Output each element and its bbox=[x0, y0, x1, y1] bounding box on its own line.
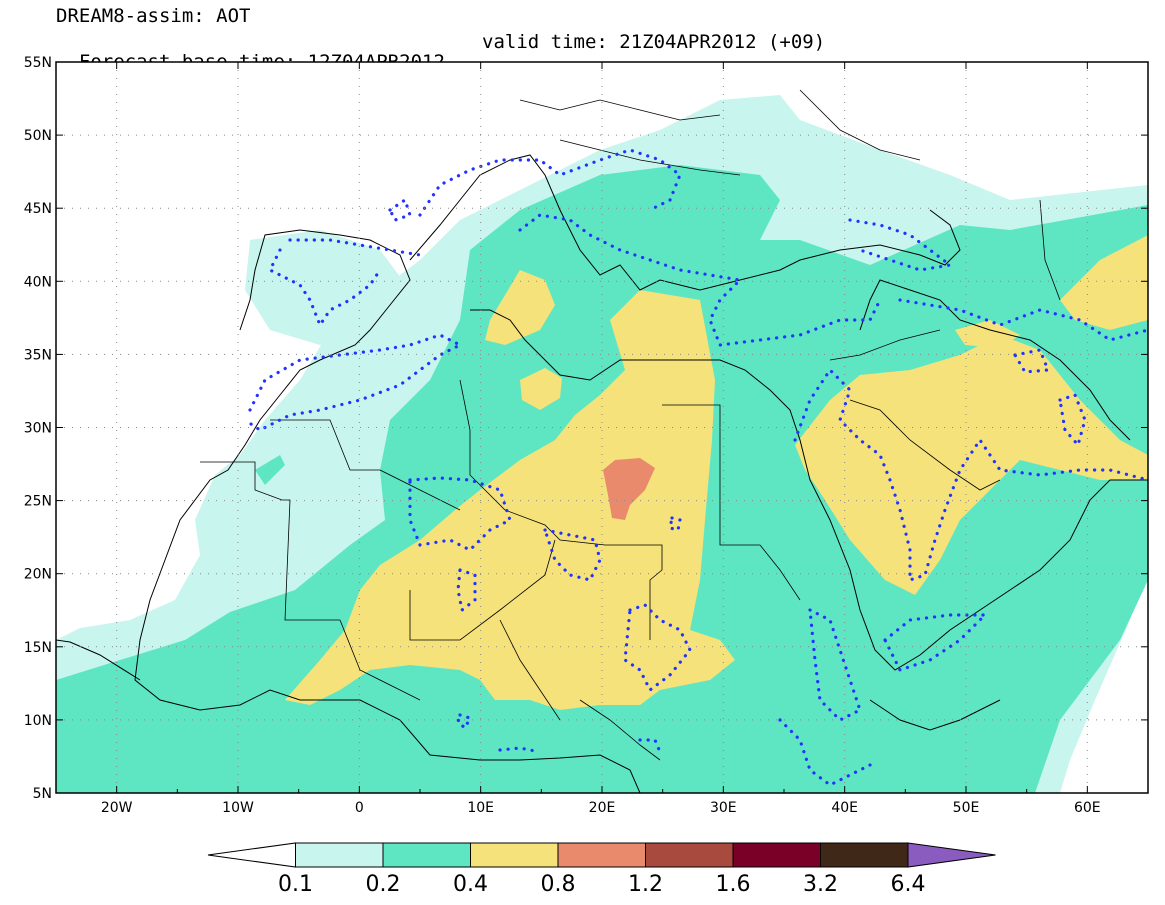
colorbar-label: 1.6 bbox=[716, 872, 751, 897]
colorbar-segment bbox=[470, 842, 559, 868]
lat-label: 20N bbox=[24, 567, 52, 583]
map-title: DREAM8-assim: AOT bbox=[56, 5, 251, 27]
lat-label: 15N bbox=[24, 640, 52, 656]
lat-label: 30N bbox=[24, 421, 52, 437]
aot-band-0.4-0.8 bbox=[285, 290, 735, 710]
coastlines bbox=[56, 154, 1148, 793]
valid-time: valid time: 21Z04APR2012 (+09) bbox=[482, 31, 826, 53]
colorbar: 0.1 0.2 0.4 0.8 1.2 1.6 3.2 6.4 bbox=[207, 842, 996, 897]
lon-label: 20E bbox=[589, 800, 616, 816]
colorbar-segment bbox=[382, 842, 471, 868]
colorbar-label: 6.4 bbox=[891, 872, 926, 897]
colorbar-label: 0.4 bbox=[453, 872, 488, 897]
lon-label: 0 bbox=[355, 800, 364, 816]
colorbar-label: 0.2 bbox=[366, 872, 401, 897]
aot-band-0.2-0.4-west bbox=[255, 455, 285, 485]
colorbar-label: 0.1 bbox=[278, 872, 313, 897]
axis-ticks: 55N 50N 45N 40N 35N 30N 25N 20N 15N 10N 5N 20W 10W 0 1… bbox=[24, 55, 1149, 816]
lon-label: 20W bbox=[101, 800, 133, 816]
aot-band-0.4-0.8-libya bbox=[520, 368, 562, 410]
colorbar-label: 0.8 bbox=[541, 872, 576, 897]
colorbar-segment bbox=[295, 842, 384, 868]
lon-label: 30E bbox=[710, 800, 737, 816]
aot-band-0.4-0.8-iran bbox=[1060, 235, 1148, 330]
aot-band-0.4-0.8-tunisia bbox=[485, 270, 555, 345]
colorbar-segment bbox=[820, 842, 909, 868]
colorbar-label: 3.2 bbox=[803, 872, 838, 897]
lat-label: 35N bbox=[24, 347, 52, 363]
aot-band-0.4-0.8-caspian bbox=[955, 320, 1020, 348]
colorbar-under-triangle bbox=[207, 842, 296, 868]
colorbar-segment bbox=[557, 842, 646, 868]
country-borders bbox=[200, 89, 1061, 761]
lat-label: 25N bbox=[24, 494, 52, 510]
lat-label: 55N bbox=[24, 55, 52, 71]
lon-label: 40E bbox=[831, 800, 858, 816]
lat-label: 5N bbox=[33, 786, 52, 802]
aot-contours bbox=[243, 148, 1148, 787]
lat-label: 40N bbox=[24, 274, 52, 290]
lon-label: 60E bbox=[1074, 800, 1101, 816]
lon-label: 10W bbox=[222, 800, 254, 816]
aot-band-0.1-0.2-islands bbox=[245, 230, 410, 345]
lon-label: 50E bbox=[953, 800, 980, 816]
colorbar-label: 1.2 bbox=[628, 872, 663, 897]
lat-label: 45N bbox=[24, 201, 52, 217]
colorbar-segment bbox=[732, 842, 821, 868]
colorbar-over-triangle bbox=[907, 842, 996, 868]
lon-label: 10E bbox=[467, 800, 494, 816]
aot-band-0.8-1.2 bbox=[603, 458, 655, 520]
lat-label: 50N bbox=[24, 128, 52, 144]
lat-label: 10N bbox=[24, 713, 52, 729]
colorbar-segment bbox=[645, 842, 734, 868]
